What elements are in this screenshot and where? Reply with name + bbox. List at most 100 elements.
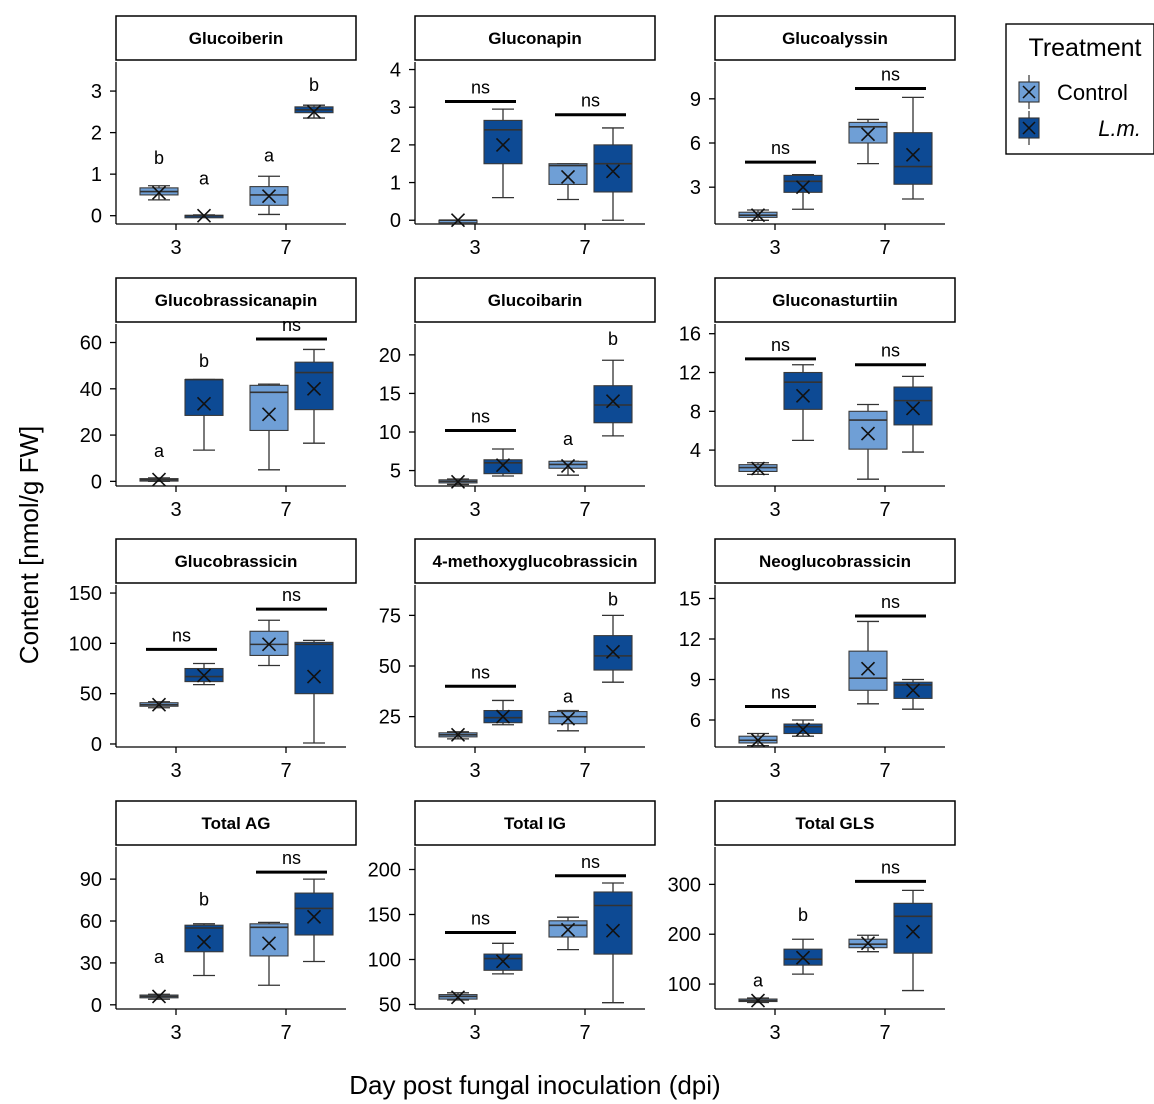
mean-marker	[605, 394, 621, 409]
box-3-lm	[783, 719, 823, 737]
box-3-control	[738, 993, 778, 1008]
x-axis-title: Day post fungal inoculation (dpi)	[349, 1070, 720, 1100]
y-tick-label: 4	[390, 60, 401, 82]
y-tick-label: 25	[379, 707, 401, 729]
y-tick-label: 10	[379, 422, 401, 444]
y-tick-label: 60	[80, 333, 102, 355]
box-7-lm	[294, 348, 334, 444]
box-3-control	[139, 989, 179, 1004]
box-7-control	[848, 620, 888, 705]
mean-marker	[905, 924, 921, 939]
x-tick-label: 3	[469, 1022, 480, 1044]
box-3-control	[438, 727, 478, 742]
panel-title-box	[714, 15, 956, 61]
significance-letter: a	[264, 146, 275, 166]
box-7-lm	[294, 878, 334, 963]
y-tick-label: 150	[69, 583, 102, 605]
panel-title: Glucobrassicin	[175, 552, 298, 571]
y-tick-label: 3	[390, 97, 401, 119]
y-tick-label: 30	[80, 953, 102, 975]
box-7-lm	[893, 889, 933, 992]
box-7-control	[249, 175, 289, 216]
y-tick-label: 6	[690, 710, 701, 732]
y-tick-label: 75	[379, 605, 401, 627]
box-3-lm	[184, 208, 224, 223]
legend-label: Control	[1057, 80, 1128, 105]
significance-label: ns	[282, 848, 301, 868]
x-tick-label: 3	[469, 499, 480, 521]
y-tick-label: 100	[368, 950, 401, 972]
box-7-lm	[593, 127, 633, 221]
panel-7: 4-methoxyglucobrassicin 25 50 75 3 7 a b ns	[379, 538, 656, 782]
iqr-box	[848, 121, 888, 144]
panel-1: Gluconapin 0 1 2 3 4 3 7 ns ns	[390, 15, 656, 259]
significance-letter: a	[753, 971, 764, 991]
y-tick-label: 8	[690, 401, 701, 423]
panel-title: Glucobrassicanapin	[155, 291, 318, 310]
x-tick-label: 3	[769, 237, 780, 259]
mean-marker	[261, 637, 277, 652]
y-tick-label: 0	[91, 206, 102, 228]
iqr-box	[249, 923, 289, 957]
mean-marker	[905, 147, 921, 162]
panel-title: Gluconasturtiin	[772, 291, 898, 310]
significance-label: ns	[881, 592, 900, 612]
box-3-control	[738, 461, 778, 476]
iqr-box	[893, 902, 933, 954]
box-3-lm	[483, 448, 523, 477]
significance-letter: a	[563, 686, 574, 706]
significance-label: ns	[881, 857, 900, 877]
panel-title: Total IG	[504, 814, 566, 833]
panel-3: Glucobrassicanapin 0 20 40 60 3 7 a b ns	[80, 277, 357, 521]
box-7-control	[548, 458, 588, 476]
box-7-control	[548, 709, 588, 732]
significance-letter: b	[608, 329, 618, 349]
iqr-box	[483, 119, 523, 165]
panel-title-box	[414, 277, 656, 323]
significance-label: ns	[771, 683, 790, 703]
significance-label: ns	[581, 91, 600, 111]
box-3-control	[139, 185, 179, 201]
mean-marker	[196, 396, 212, 411]
panel-title-box	[115, 15, 357, 61]
panel-title: Total GLS	[795, 814, 874, 833]
x-tick-label: 7	[579, 499, 590, 521]
panel-title: Neoglucobrassicin	[759, 552, 911, 571]
x-tick-label: 3	[769, 760, 780, 782]
iqr-box	[294, 641, 334, 695]
mean-marker	[495, 709, 511, 724]
y-tick-label: 1	[91, 164, 102, 186]
mean-marker	[261, 407, 277, 422]
x-tick-label: 3	[469, 760, 480, 782]
box-7-lm	[893, 96, 933, 200]
box-7-control	[848, 118, 888, 165]
panel-title-box	[414, 800, 656, 846]
panel-title: Glucoiberin	[189, 29, 283, 48]
mean-marker	[560, 169, 576, 184]
mean-marker	[450, 474, 466, 489]
mean-marker	[306, 909, 322, 924]
y-tick-label: 16	[679, 324, 701, 346]
mean-marker	[795, 388, 811, 403]
mean-marker	[196, 668, 212, 683]
mean-marker	[196, 208, 212, 223]
box-3-control	[139, 472, 179, 487]
box-7-lm	[294, 639, 334, 744]
mean-marker	[261, 936, 277, 951]
y-tick-label: 12	[679, 363, 701, 385]
iqr-box	[294, 361, 334, 411]
iqr-box	[483, 459, 523, 475]
iqr-box	[893, 386, 933, 426]
y-tick-label: 3	[91, 81, 102, 103]
mean-marker	[860, 661, 876, 676]
y-tick-label: 4	[690, 440, 701, 462]
box-3-lm	[184, 662, 224, 686]
legend-item-control: Control	[1018, 75, 1128, 109]
box-7-control	[848, 934, 888, 953]
significance-letter: b	[199, 351, 209, 371]
x-tick-label: 7	[280, 1022, 291, 1044]
mean-marker	[605, 644, 621, 659]
iqr-box	[848, 410, 888, 450]
x-tick-label: 7	[579, 237, 590, 259]
